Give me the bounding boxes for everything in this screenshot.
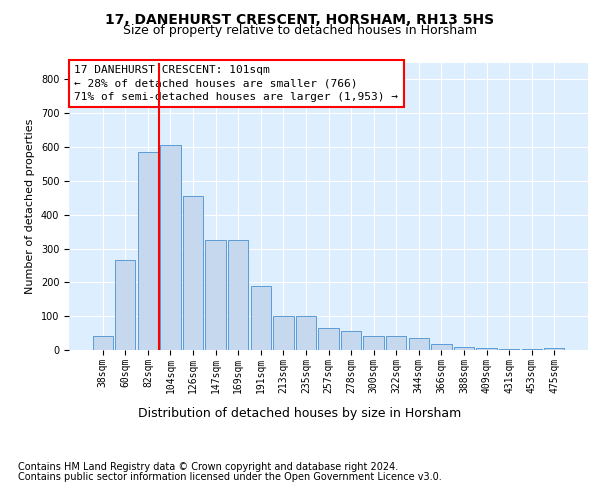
Text: Size of property relative to detached houses in Horsham: Size of property relative to detached ho…	[123, 24, 477, 37]
Text: 17 DANEHURST CRESCENT: 101sqm
← 28% of detached houses are smaller (766)
71% of : 17 DANEHURST CRESCENT: 101sqm ← 28% of d…	[74, 66, 398, 102]
Bar	[476, 348, 497, 350]
Text: Distribution of detached houses by size in Horsham: Distribution of detached houses by size …	[139, 408, 461, 420]
Bar	[92, 336, 113, 350]
Bar	[341, 332, 361, 350]
Bar	[251, 286, 271, 350]
Bar	[431, 344, 452, 350]
Bar	[296, 316, 316, 350]
Bar	[454, 348, 474, 350]
Text: Contains public sector information licensed under the Open Government Licence v3: Contains public sector information licen…	[18, 472, 442, 482]
Bar	[138, 152, 158, 350]
Bar	[205, 240, 226, 350]
Bar	[544, 348, 565, 350]
Y-axis label: Number of detached properties: Number of detached properties	[25, 118, 35, 294]
Bar	[160, 146, 181, 350]
Text: Contains HM Land Registry data © Crown copyright and database right 2024.: Contains HM Land Registry data © Crown c…	[18, 462, 398, 472]
Bar	[273, 316, 293, 350]
Bar	[409, 338, 429, 350]
Bar	[364, 336, 384, 350]
Bar	[228, 240, 248, 350]
Bar	[183, 196, 203, 350]
Text: 17, DANEHURST CRESCENT, HORSHAM, RH13 5HS: 17, DANEHURST CRESCENT, HORSHAM, RH13 5H…	[106, 12, 494, 26]
Bar	[115, 260, 136, 350]
Bar	[386, 336, 406, 350]
Bar	[319, 328, 338, 350]
